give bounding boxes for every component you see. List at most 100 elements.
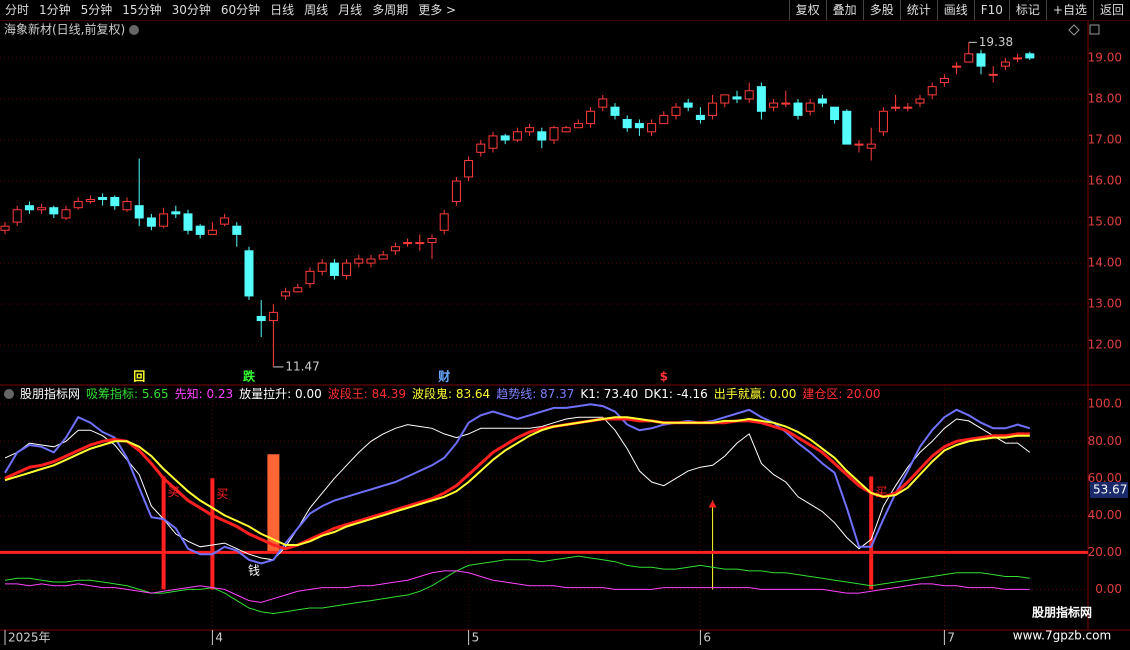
candle-body	[512, 131, 522, 141]
y-tick-label: 13.00	[1088, 297, 1122, 311]
candle-body	[0, 225, 10, 231]
period-tab[interactable]: 1分钟	[39, 3, 71, 17]
tool-buttons: 复权 叠加 多股 统计 画线 F10 标记 +自选 返回	[788, 0, 1130, 20]
period-tab[interactable]: 分时	[5, 3, 30, 17]
tool-button[interactable]: 复权	[788, 0, 826, 20]
indicator-legend: 股朋指标网 吸筹指标: 5.65 先知: 0.23 放量拉升: 0.00 波段王: 84…	[20, 386, 881, 401]
candle-body	[1013, 57, 1023, 60]
candle-body	[549, 127, 559, 141]
y-tick-label: 19.00	[1088, 50, 1122, 64]
candle-body	[622, 118, 632, 129]
indicator-menu-icon[interactable]	[4, 389, 14, 399]
period-tab[interactable]: 60分钟	[220, 3, 261, 17]
candle-body	[891, 106, 901, 109]
candle-body	[866, 143, 876, 149]
candle-body	[756, 86, 766, 112]
legend-entry: 放量拉升: 0.00	[239, 386, 322, 401]
candle-body	[915, 98, 925, 104]
candle-body	[903, 106, 913, 109]
buy-signal-label: 买	[216, 487, 228, 501]
indicator-title: 股朋指标网	[20, 386, 80, 401]
period-tab[interactable]: 月线	[338, 3, 363, 17]
candle-body	[634, 123, 644, 129]
candle-body	[427, 237, 437, 244]
watermark-url: www.7gpzb.com	[1013, 629, 1111, 643]
indicator-line	[4, 417, 1030, 551]
period-tab[interactable]: 5分钟	[80, 3, 113, 17]
candle-body	[415, 242, 425, 245]
candle-body	[586, 110, 596, 125]
legend-entry: 趋势线: 87.37	[496, 387, 574, 401]
period-tab[interactable]: 周线	[304, 3, 329, 17]
period-tab[interactable]: 15分钟	[122, 3, 162, 17]
event-marker: 财	[437, 369, 450, 384]
date-label: 2025年	[8, 631, 51, 645]
period-tab[interactable]: 更多 >	[418, 3, 457, 17]
candle-body	[146, 217, 156, 227]
period-tab[interactable]: 多周期	[372, 3, 409, 17]
panel-toggle-icon[interactable]	[1089, 24, 1100, 35]
tool-button[interactable]: F10	[973, 0, 1009, 20]
arrow-head	[708, 500, 717, 508]
candle-body	[537, 131, 547, 141]
candle-body	[952, 65, 962, 68]
candle-body	[171, 211, 181, 215]
y-tick-label: 80.00	[1088, 434, 1122, 448]
tool-button[interactable]: 画线	[936, 0, 974, 20]
candle-body	[878, 110, 888, 133]
indicator-line	[5, 570, 1030, 603]
tool-button[interactable]: +自选	[1045, 0, 1093, 20]
candle-body	[610, 106, 620, 116]
candle-body	[708, 102, 718, 116]
diamond-icon[interactable]	[1068, 24, 1080, 36]
legend-entry: 波段王: 84.39	[328, 386, 406, 401]
candle-body	[1025, 53, 1035, 59]
legend-entry: DK1: -4.16	[644, 387, 708, 401]
low-label: 11.47	[285, 359, 319, 373]
candle-body	[488, 135, 498, 149]
candle-body	[110, 196, 120, 207]
tool-button[interactable]: 叠加	[825, 0, 863, 20]
candle-body	[244, 250, 254, 297]
period-tabs: 分时 1分钟 5分钟 15分钟 30分钟 60分钟 日线 周线 月线 多周期 更多 >	[0, 0, 461, 20]
candle-body	[805, 102, 815, 112]
tool-button[interactable]: 统计	[899, 0, 937, 20]
candle-body	[256, 315, 266, 322]
buy-signal-bar	[210, 478, 215, 590]
candle-body	[647, 123, 657, 133]
candle-body	[683, 102, 693, 108]
candle-body	[976, 53, 986, 67]
stock-title: 海象新材(日线,前复权)	[4, 22, 125, 37]
title-menu-icon[interactable]	[129, 25, 139, 35]
date-label: 5	[472, 631, 480, 645]
candle-body	[573, 123, 583, 129]
candle-body	[451, 180, 461, 203]
candle-body	[12, 209, 22, 223]
tool-button[interactable]: 多股	[862, 0, 900, 20]
candle-body	[403, 242, 413, 245]
candle-body	[842, 110, 852, 145]
legend-entry: 先知: 0.23	[175, 387, 234, 401]
toolbar: 分时 1分钟 5分钟 15分钟 30分钟 60分钟 日线 周线 月线 多周期 更多 > 复权 叠加 多股统…	[0, 0, 1130, 21]
y-tick-label: 0.00	[1095, 582, 1122, 596]
period-tab[interactable]: 日线	[270, 3, 295, 17]
indicator-line	[4, 416, 1030, 546]
buy-signal-bar	[161, 476, 166, 590]
candle-body	[232, 225, 242, 235]
y-tick-label: 15.00	[1088, 215, 1122, 229]
candle-body	[659, 114, 669, 125]
date-label: 4	[215, 631, 223, 645]
candle-body	[220, 217, 230, 225]
y-tick-label: 14.00	[1088, 256, 1122, 270]
candle-body	[49, 207, 59, 215]
tool-button[interactable]: 标记	[1008, 0, 1046, 20]
candle-body	[476, 143, 486, 153]
candle-body	[183, 213, 193, 231]
current-value-box	[1090, 482, 1128, 499]
legend-entry: K1: 73.40	[580, 387, 638, 401]
y-tick-label: 20.00	[1088, 545, 1122, 559]
tool-button[interactable]: 返回	[1092, 0, 1130, 20]
buy-signal-bar	[869, 476, 874, 590]
candle-body	[500, 135, 510, 141]
period-tab[interactable]: 30分钟	[171, 3, 211, 17]
